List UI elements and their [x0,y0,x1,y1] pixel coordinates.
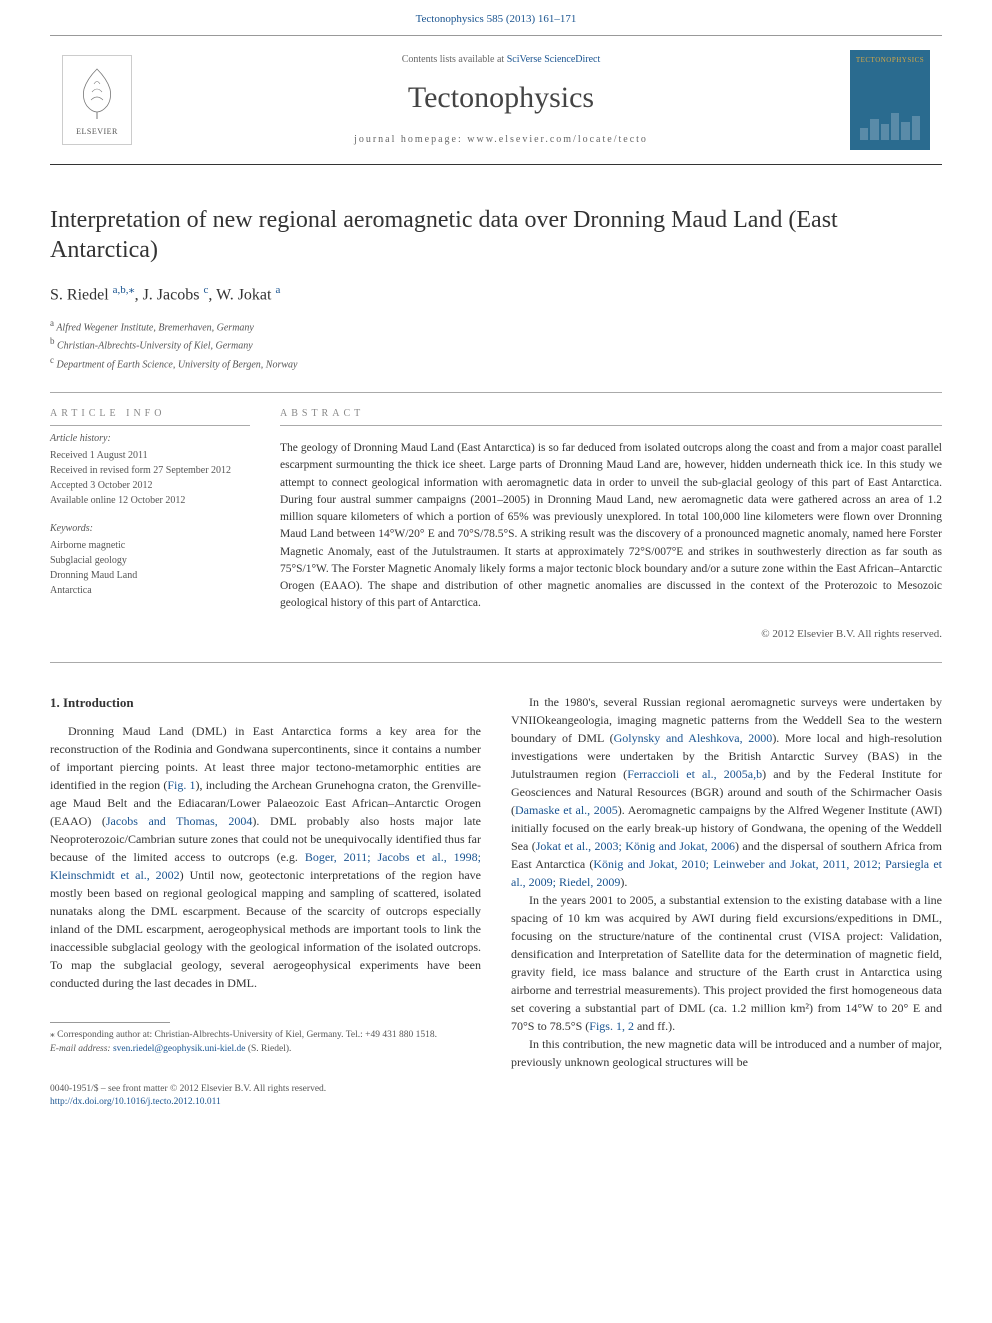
affiliation-line: b Christian-Albrechts-University of Kiel… [50,335,942,353]
email-footnote: E-mail address: sven.riedel@geophysik.un… [50,1043,481,1056]
page-citation: Tectonophysics 585 (2013) 161–171 [0,0,992,35]
affiliation-mark: a,b, [113,284,129,296]
cover-bars-icon [860,110,920,140]
journal-cover-label: TECTONOPHYSICS [856,56,924,66]
divider [50,392,942,393]
affiliation-line: c Department of Earth Science, Universit… [50,354,942,372]
affiliation-mark: c [203,284,208,296]
abstract-copyright: © 2012 Elsevier B.V. All rights reserved… [280,627,942,642]
authors-line: S. Riedel a,b,⁎, J. Jacobs c, W. Jokat a [50,281,942,307]
body-text: and ff.). [634,1019,675,1033]
journal-banner: ELSEVIER Contents lists available at Sci… [50,35,942,165]
elsevier-tree-icon [72,64,122,124]
history-lines: Received 1 August 2011Received in revise… [50,448,250,508]
citation-link[interactable]: Tectonophysics 585 (2013) 161–171 [416,13,577,25]
history-line: Received 1 August 2011 [50,448,250,463]
article-info-label: article info [50,407,250,421]
citation-link[interactable]: Golynsky and Aleshkova, 2000 [614,731,773,745]
history-line: Available online 12 October 2012 [50,493,250,508]
author-name: J. Jacobs [143,287,204,304]
email-label: E-mail address: [50,1044,113,1054]
body-columns: 1. Introduction Dronning Maud Land (DML)… [50,693,942,1071]
footnote-separator [50,1022,170,1023]
contents-line: Contents lists available at SciVerse Sci… [152,53,850,67]
keyword-lines: Airborne magneticSubglacial geologyDronn… [50,538,250,598]
section-heading-intro: 1. Introduction [50,693,481,713]
author-name: S. Riedel [50,287,113,304]
affiliations: a Alfred Wegener Institute, Bremerhaven,… [50,317,942,372]
citation-link[interactable]: Ferraccioli et al., 2005a,b [627,767,762,781]
divider [50,662,942,663]
contents-prefix: Contents lists available at [402,54,507,65]
sciencedirect-link[interactable]: SciVerse ScienceDirect [507,54,601,65]
affiliation-line: a Alfred Wegener Institute, Bremerhaven,… [50,317,942,335]
body-text: ) Until now, geotectonic interpretations… [50,868,481,990]
abstract-text: The geology of Dronning Maud Land (East … [280,440,942,613]
article-title: Interpretation of new regional aeromagne… [50,205,942,265]
keyword-line: Airborne magnetic [50,538,250,553]
affiliation-mark: a [275,284,280,296]
body-col-right: In the 1980's, several Russian regional … [511,693,942,1071]
body-paragraph: In this contribution, the new magnetic d… [511,1035,942,1071]
info-abstract-row: article info Article history: Received 1… [50,407,942,642]
citation-link[interactable]: Jacobs and Thomas, 2004 [106,814,252,828]
keyword-line: Antarctica [50,583,250,598]
corresponding-mark: ⁎ [129,282,135,296]
publisher-label: ELSEVIER [76,126,118,137]
abstract-col: abstract The geology of Dronning Maud La… [280,407,942,642]
abstract-label: abstract [280,407,942,421]
doi-link[interactable]: http://dx.doi.org/10.1016/j.tecto.2012.1… [50,1097,221,1107]
fig-link[interactable]: Fig. 1 [167,778,195,792]
body-paragraph: In the years 2001 to 2005, a substantial… [511,891,942,1035]
journal-cover-thumb: TECTONOPHYSICS [850,50,930,150]
keyword-line: Subglacial geology [50,553,250,568]
body-text: ). [620,875,627,889]
citation-link[interactable]: Jokat et al., 2003; König and Jokat, 200… [536,839,735,853]
history-heading: Article history: [50,432,250,446]
journal-banner-center: Contents lists available at SciVerse Sci… [152,53,850,147]
body-paragraph: Dronning Maud Land (DML) in East Antarct… [50,722,481,992]
corresponding-footnote: ⁎ Corresponding author at: Christian-Alb… [50,1029,481,1042]
elsevier-logo: ELSEVIER [62,55,132,145]
fig-link[interactable]: Figs. 1, 2 [589,1019,634,1033]
homepage-url: www.elsevier.com/locate/tecto [467,134,648,145]
keywords-heading: Keywords: [50,522,250,536]
article-main: Interpretation of new regional aeromagne… [50,205,942,1071]
footer-meta: 0040-1951/$ – see front matter © 2012 El… [50,1083,942,1110]
email-author: (S. Riedel). [245,1044,291,1054]
citation-link[interactable]: Damaske et al., 2005 [515,803,618,817]
keyword-line: Dronning Maud Land [50,568,250,583]
body-col-left: 1. Introduction Dronning Maud Land (DML)… [50,693,481,1071]
history-line: Received in revised form 27 September 20… [50,463,250,478]
journal-title: Tectonophysics [152,77,850,119]
author-name: W. Jokat [216,287,275,304]
body-paragraph: In the 1980's, several Russian regional … [511,693,942,891]
article-info: article info Article history: Received 1… [50,407,250,642]
keywords-block: Keywords: Airborne magneticSubglacial ge… [50,522,250,598]
body-text: In the years 2001 to 2005, a substantial… [511,893,942,1033]
journal-homepage: journal homepage: www.elsevier.com/locat… [152,133,850,147]
email-link[interactable]: sven.riedel@geophysik.uni-kiel.de [113,1044,245,1054]
homepage-prefix: journal homepage: [354,134,467,145]
history-line: Accepted 3 October 2012 [50,478,250,493]
issn-line: 0040-1951/$ – see front matter © 2012 El… [50,1083,942,1096]
